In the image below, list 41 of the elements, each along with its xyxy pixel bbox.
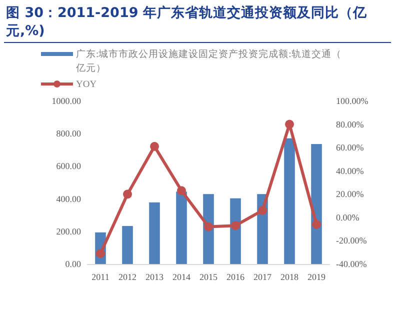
y2-tick-label: -20.00% <box>336 236 368 246</box>
x-tick-label: 2014 <box>172 272 191 282</box>
x-tick-label: 2011 <box>92 272 110 282</box>
bar <box>176 192 187 264</box>
y-tick-label: 200.00 <box>56 226 82 236</box>
point <box>177 186 186 196</box>
y2-tick-label: 100.00% <box>336 96 369 106</box>
point <box>312 220 321 229</box>
chart-title: 图 30：2011-2019 年广东省轨道交通投资额及同比（亿元,%) <box>5 4 368 39</box>
y2-tick-label: 0.00% <box>336 212 360 222</box>
bar <box>149 202 160 264</box>
legend-label: YOY <box>76 80 97 90</box>
y-tick-label: 600.00 <box>56 161 82 172</box>
bar <box>284 138 295 264</box>
point <box>123 190 132 199</box>
y2-tick-label: 20.00% <box>336 189 364 200</box>
x-tick-label: 2019 <box>308 272 326 282</box>
bar <box>122 226 133 264</box>
x-tick-label: 2018 <box>280 272 299 282</box>
y2-tick-label: 60.00% <box>336 142 364 153</box>
y2-tick-label: -40.00% <box>336 259 368 269</box>
point <box>231 221 240 230</box>
y-tick-label: 0.00 <box>65 259 82 269</box>
point <box>204 222 213 232</box>
point <box>150 142 159 151</box>
bar <box>311 144 322 264</box>
y-tick-label: 800.00 <box>56 128 82 139</box>
point <box>96 249 105 258</box>
x-tick-label: 2017 <box>254 272 272 282</box>
x-tick-label: 2013 <box>146 272 164 282</box>
y2-tick-label: 80.00% <box>336 119 364 130</box>
y2-tick-label: 40.00% <box>336 166 364 176</box>
point <box>285 120 294 129</box>
y-tick-label: 400.00 <box>56 194 82 204</box>
point <box>258 206 267 215</box>
legend-label: 广东:城市市政公用设施建设固定资产投资完成额:轨道交通（亿元） <box>75 48 342 74</box>
x-tick-label: 2015 <box>200 272 218 282</box>
x-tick-label: 2012 <box>118 272 136 282</box>
x-tick-label: 2016 <box>226 272 245 282</box>
y-tick-label: 1000.00 <box>52 96 82 106</box>
bar <box>230 198 241 264</box>
